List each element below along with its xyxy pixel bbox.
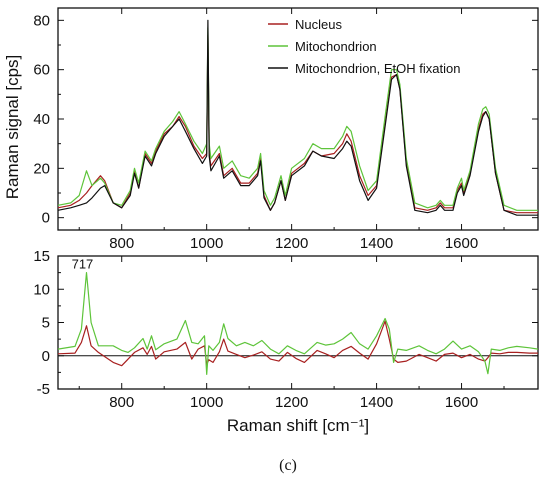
bottom-y-tick-label-0: 0	[42, 348, 50, 365]
legend-label-0: Nucleus	[295, 17, 342, 32]
bottom-x-tick-label-1000: 1000	[190, 394, 223, 411]
bottom-y-tick-label-5: 5	[42, 315, 50, 332]
top-series-line-mitochondrion	[57, 27, 538, 211]
top-y-tick-label-80: 80	[33, 12, 50, 29]
top-y-tick-label-40: 40	[33, 111, 50, 128]
bottom-panel-difference: 800 1000 1200 1400 1600 -5 0 5 10 15 717 Raman sh…	[33, 248, 539, 435]
top-x-tick-label-1400: 1400	[360, 235, 393, 252]
legend: Nucleus Mitochondrion Mitochondrion, EtOH …	[268, 17, 460, 76]
top-x-tick-label-1600: 1600	[445, 235, 478, 252]
top-y-tick-label-60: 60	[33, 62, 50, 79]
top-x-tick-label-1200: 1200	[275, 235, 308, 252]
top-axis-ticks: 800 1000 1200 1400 1600 0 20 40 60 80	[33, 8, 538, 252]
top-x-tick-label-800: 800	[109, 235, 134, 252]
bottom-series-line-nucleus	[57, 320, 538, 367]
peak-annotation-717: 717	[72, 257, 94, 272]
bottom-series-line-mitochondrion	[57, 272, 539, 375]
bottom-series-group	[57, 272, 539, 375]
bottom-y-tick-label-10: 10	[33, 281, 50, 298]
top-y-tick-label-20: 20	[33, 160, 50, 177]
top-panel-spectra: 800 1000 1200 1400 1600 0 20 40 60 80 Raman signa…	[3, 7, 539, 252]
panel-label: (c)	[279, 457, 297, 474]
top-y-tick-label-0: 0	[42, 210, 50, 227]
legend-label-1: Mitochondrion	[295, 39, 377, 54]
top-x-tick-label-1000: 1000	[190, 235, 223, 252]
bottom-y-tick-label--5: -5	[37, 381, 50, 398]
top-series-line-mitochondrion-etoh-fixation	[57, 19, 538, 216]
x-axis-label: Raman shift [cm⁻¹]	[227, 416, 369, 435]
bottom-y-tick-label-15: 15	[33, 248, 50, 265]
top-y-axis-label: Raman signal [cps]	[3, 55, 22, 200]
bottom-x-tick-label-1600: 1600	[445, 394, 478, 411]
bottom-axis-ticks: 800 1000 1200 1400 1600 -5 0 5 10 15	[33, 248, 538, 411]
bottom-x-tick-label-1400: 1400	[360, 394, 393, 411]
top-series-group	[57, 19, 538, 216]
bottom-x-tick-label-800: 800	[109, 394, 134, 411]
legend-label-2: Mitochondrion, EtOH fixation	[295, 61, 460, 76]
bottom-x-tick-label-1200: 1200	[275, 394, 308, 411]
